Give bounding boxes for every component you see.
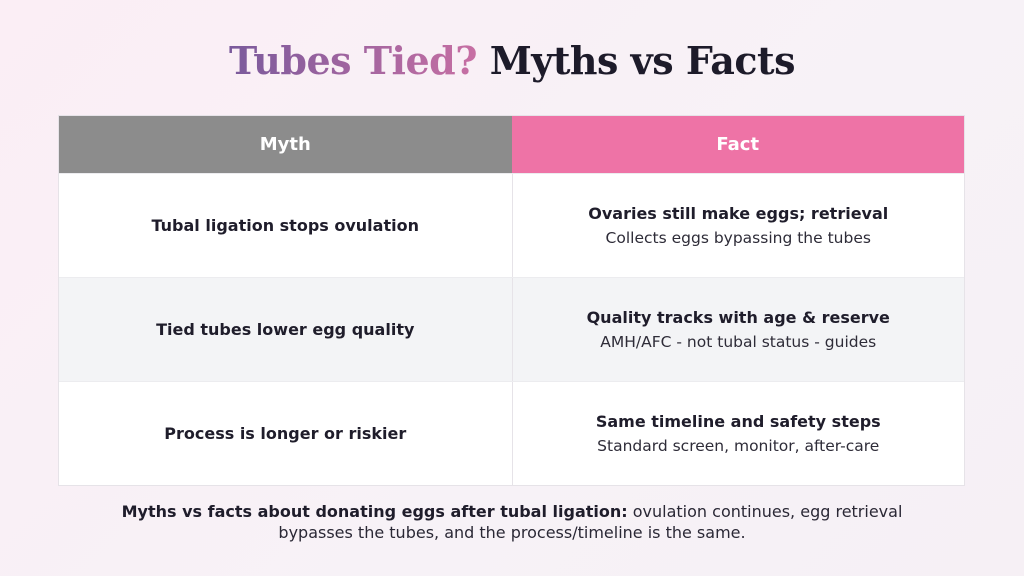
fact-subtext: AMH/AFC - not tubal status - guides xyxy=(600,333,877,351)
table-row: Process is longer or riskier Same timeli… xyxy=(59,381,964,485)
caption-text: ovulation continues, egg retrieval bypas… xyxy=(278,502,903,542)
table-row: Tied tubes lower egg quality Quality tra… xyxy=(59,277,964,381)
myth-cell: Process is longer or riskier xyxy=(59,382,512,485)
title-rest: Myths vs Facts xyxy=(489,38,796,83)
myths-facts-table: Myth Fact Tubal ligation stops ovulation… xyxy=(58,115,965,486)
fact-title: Quality tracks with age & reserve xyxy=(586,308,890,327)
myth-text: Tubal ligation stops ovulation xyxy=(151,216,419,235)
table-header: Myth Fact xyxy=(59,116,964,173)
myth-cell: Tied tubes lower egg quality xyxy=(59,278,512,381)
caption: Myths vs facts about donating eggs after… xyxy=(100,501,924,543)
fact-title: Same timeline and safety steps xyxy=(595,412,881,431)
page-title: Tubes Tied? Myths vs Facts xyxy=(0,38,1024,83)
fact-cell: Ovaries still make eggs; retrieval Collec… xyxy=(511,174,965,277)
myth-text: Tied tubes lower egg quality xyxy=(156,320,415,339)
fact-subtext: Standard screen, monitor, after-care xyxy=(597,437,880,455)
myth-cell: Tubal ligation stops ovulation xyxy=(59,174,512,277)
title-accent: Tubes Tied? xyxy=(228,38,478,83)
table-row: Tubal ligation stops ovulation Ovaries s… xyxy=(59,173,964,277)
fact-subtext: Collects eggs bypassing the tubes xyxy=(605,229,871,247)
header-fact: Fact xyxy=(511,116,964,173)
fact-title: Ovaries still make eggs; retrieval xyxy=(588,204,889,223)
fact-cell: Quality tracks with age & reserve AMH/AFC… xyxy=(511,278,965,381)
header-myth: Myth xyxy=(59,116,512,173)
caption-bold: Myths vs facts about donating eggs after… xyxy=(121,502,628,521)
myth-text: Process is longer or riskier xyxy=(164,424,407,443)
fact-cell: Same timeline and safety steps Standard s… xyxy=(511,382,965,485)
